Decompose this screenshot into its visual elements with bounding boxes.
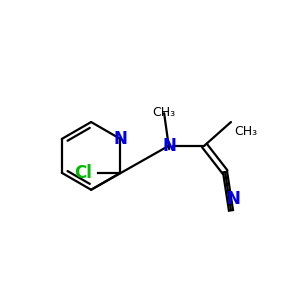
Text: N: N xyxy=(227,190,241,208)
Text: CH₃: CH₃ xyxy=(234,125,257,138)
Text: Cl: Cl xyxy=(75,164,92,182)
Text: N: N xyxy=(113,130,128,148)
Text: N: N xyxy=(162,136,176,154)
Text: CH₃: CH₃ xyxy=(153,106,176,119)
